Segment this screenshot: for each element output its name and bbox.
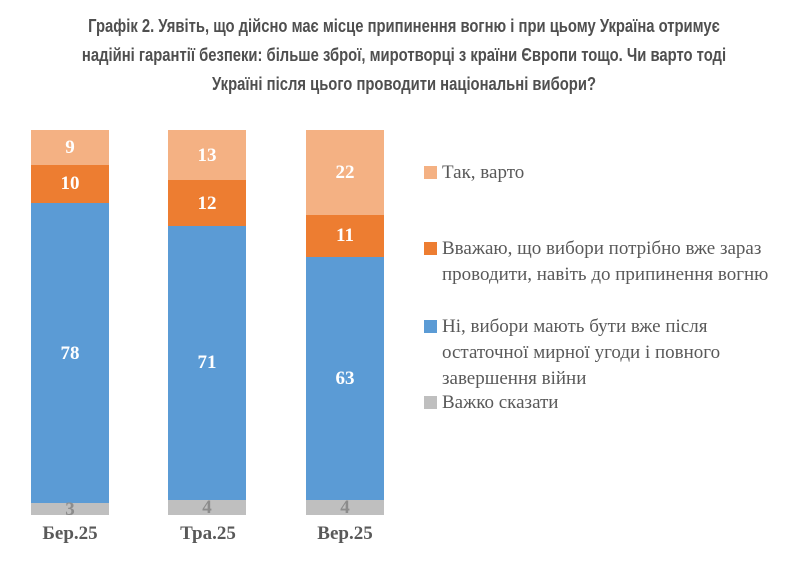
legend-label: Важко сказати [442,392,559,413]
segment-value-label: 11 [336,225,354,247]
x-axis-label-mar25: Бер.25 [42,523,98,544]
legend-swatch-orange-icon [424,242,437,255]
x-axis-label-may25: Тра.25 [180,523,236,544]
legend-swatch-peach-icon [424,166,437,179]
chart-title: Графік 2. Уявіть, що дійсно має місце пр… [0,11,808,98]
segment-value-label: 10 [60,173,80,195]
legend-label: Вважаю, що вибори потрібно вже зараз про… [442,238,769,285]
bar-segment: 22 [306,130,384,215]
x-axis-label-sep25: Вер.25 [317,523,373,544]
bar-segment: 13 [168,130,246,181]
bar-segment: 3 [31,500,109,519]
bar-segment: 4 [306,496,384,518]
legend-label: Ні, вибори мають бути вже після остаточн… [442,316,721,389]
segment-value-label: 78 [60,342,80,364]
chart-title-line: Україні після цього проводити національн… [212,73,596,94]
bar-segment: 11 [306,214,384,258]
bar-segment: 4 [168,496,246,518]
bar-segment: 12 [168,180,246,227]
stacked-bar-Тра.25: 13 12 71 4 [168,130,246,518]
segment-value-label: 22 [335,161,355,183]
stacked-bar-Вер.25: 22 11 63 4 [306,130,384,518]
segment-value-label: 12 [197,192,217,214]
segment-value-label: 3 [65,498,75,520]
segment-value-label: 4 [340,496,350,518]
legend-swatch-gray-icon [424,396,437,409]
segment-value-label: 71 [197,352,217,374]
segment-value-label: 4 [202,496,212,518]
chart-title-line: надійні гарантії безпеки: більше зброї, … [81,44,727,65]
chart-title-line: Графік 2. Уявіть, що дійсно має місце пр… [88,15,720,36]
legend-label: Так, варто [442,162,525,183]
stacked-bar-Бер.25: 9 10 78 3 [31,130,109,519]
bar-segment: 63 [306,257,384,500]
legend-item-elections-now: Вважаю, що вибори потрібно вже зараз про… [424,236,786,288]
legend-item-after-peace-deal: Ні, вибори мають бути вже після остаточн… [424,314,786,392]
bar-segment: 78 [31,203,109,504]
segment-value-label: 13 [197,144,217,166]
bar-segment: 10 [31,164,109,204]
bar-segment: 9 [31,130,109,165]
legend-item-yes-worth: Так, варто [424,160,786,186]
legend-item-hard-to-say: Важко сказати [424,390,786,416]
bar-segment: 71 [168,226,246,500]
segment-value-label: 63 [335,367,355,389]
segment-value-label: 9 [65,136,75,158]
legend-swatch-blue-icon [424,320,437,333]
